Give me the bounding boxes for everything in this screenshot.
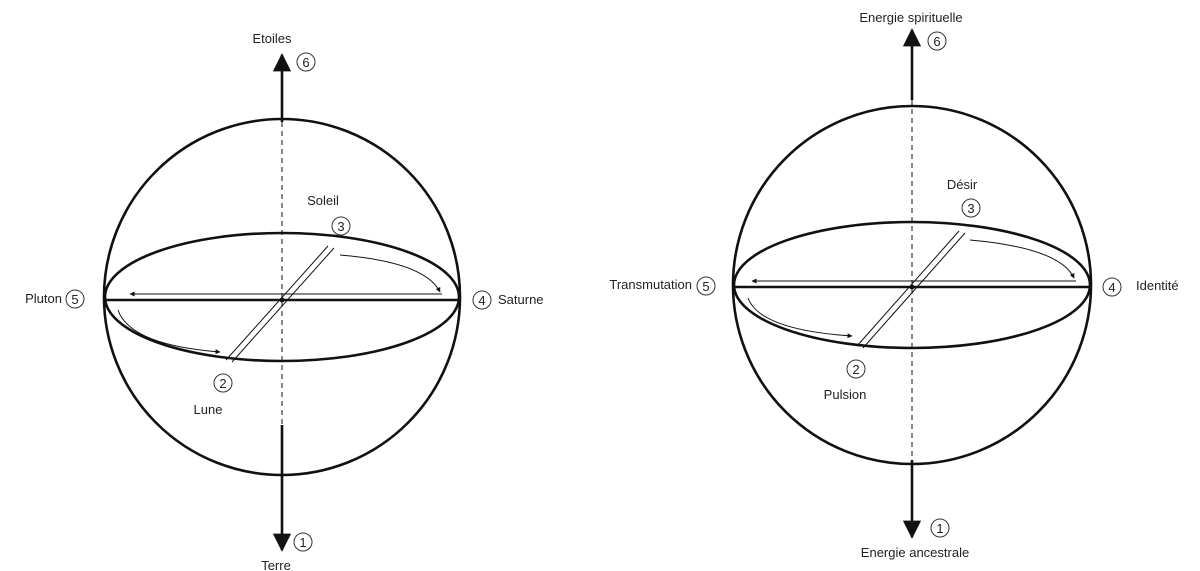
flow-arrow-3-to-4: [969, 239, 1075, 279]
center-point: [909, 284, 915, 290]
diagonal-axis-b: [862, 232, 966, 349]
diagonal-axis-b: [231, 247, 335, 363]
number-left: 5: [702, 279, 709, 294]
label-front: Lune: [194, 402, 223, 417]
number-badge-left: [65, 289, 85, 309]
label-back: Soleil: [307, 193, 339, 208]
label-right: Saturne: [498, 292, 544, 307]
number-back: 3: [967, 201, 974, 216]
number-right: 4: [478, 293, 485, 308]
label-bottom: Energie ancestrale: [861, 545, 969, 560]
number-front: 2: [219, 376, 226, 391]
number-bottom: 1: [299, 535, 306, 550]
number-right: 4: [1108, 280, 1115, 295]
number-badge-right: [1102, 277, 1122, 297]
number-badge-back: [961, 198, 981, 218]
equator-ellipse: [732, 220, 1092, 350]
flow-arrow-5-to-2: [747, 297, 853, 339]
number-top: 6: [933, 34, 940, 49]
number-badge-left: [696, 276, 716, 296]
label-left: Transmutation: [609, 277, 692, 292]
number-badge-bottom: [293, 532, 313, 552]
center-point: [279, 297, 285, 303]
equator-ellipse: [103, 231, 461, 363]
number-badge-bottom: [930, 518, 950, 538]
label-left: Pluton: [25, 291, 62, 306]
sphere-diagram-planets: Etoiles 6 Soleil 3 Pluton 5 4 Saturne 2 …: [25, 31, 543, 571]
flow-arrow-3-to-4: [339, 254, 441, 293]
label-front: Pulsion: [824, 387, 867, 402]
diagonal-axis-a: [856, 230, 960, 347]
number-front: 2: [852, 362, 859, 377]
number-badge-front: [213, 373, 233, 393]
number-left: 5: [71, 292, 78, 307]
number-top: 6: [302, 55, 309, 70]
label-back: Désir: [947, 177, 978, 192]
label-top: Energie spirituelle: [859, 10, 962, 25]
number-badge-right: [472, 290, 492, 310]
number-badge-front: [846, 359, 866, 379]
label-top: Etoiles: [252, 31, 292, 46]
number-badge-back: [331, 216, 351, 236]
number-back: 3: [337, 219, 344, 234]
label-bottom: Terre: [261, 558, 291, 571]
sphere-diagram-energies: Energie spirituelle 6 Désir 3 Transmutat…: [609, 10, 1178, 560]
number-badge-top: [296, 52, 316, 72]
number-bottom: 1: [936, 521, 943, 536]
number-badge-top: [927, 31, 947, 51]
label-right: Identité: [1136, 278, 1179, 293]
diagonal-axis-a: [225, 245, 329, 361]
flow-arrow-5-to-2: [117, 309, 221, 355]
